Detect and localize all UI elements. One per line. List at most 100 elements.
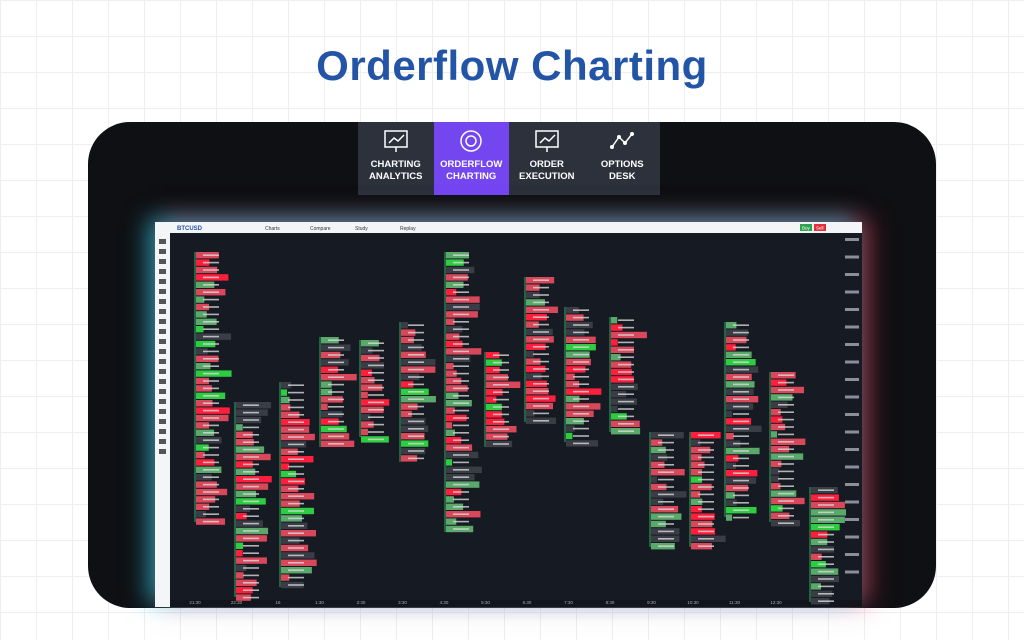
footprint-text <box>658 493 674 496</box>
tool-icon[interactable] <box>159 239 166 244</box>
price-axis <box>840 233 862 607</box>
footprint-text <box>493 369 509 371</box>
footprint-cell <box>691 498 703 505</box>
footprint-cell <box>236 550 243 557</box>
footprint-text <box>203 402 219 404</box>
footprint-cell <box>726 433 734 440</box>
footprint-text <box>328 339 344 341</box>
footprint-text <box>658 478 674 481</box>
toolbar-item[interactable]: Study <box>355 226 368 232</box>
tool-icon[interactable] <box>159 329 166 334</box>
sell-button[interactable] <box>814 224 826 231</box>
footprint-text <box>733 457 749 460</box>
footprint-text <box>368 416 384 418</box>
footprint-cell <box>691 506 702 513</box>
tool-icon[interactable] <box>159 429 166 434</box>
tool-icon[interactable] <box>159 349 166 354</box>
toolbar-item[interactable]: Compare <box>310 226 331 232</box>
tool-icon[interactable] <box>159 259 166 264</box>
footprint-text <box>203 439 219 441</box>
footprint-text <box>408 442 424 445</box>
footprint-text <box>658 456 674 459</box>
footprint-text <box>203 284 219 286</box>
footprint-text <box>733 479 749 482</box>
footprint-text <box>368 386 384 389</box>
footprint-text <box>533 316 549 318</box>
tool-icon[interactable] <box>159 399 166 404</box>
footprint-text <box>243 515 259 517</box>
footprint-text <box>408 324 424 326</box>
footprint-text <box>778 522 794 524</box>
footprint-text <box>453 439 469 441</box>
footprint-cell <box>771 483 781 490</box>
footprint-text <box>288 406 304 409</box>
footprint-text <box>573 442 589 445</box>
footprint-text <box>203 513 219 515</box>
tool-icon[interactable] <box>159 309 166 314</box>
tool-icon[interactable] <box>159 339 166 344</box>
footprint-text <box>733 420 749 423</box>
footprint-text <box>818 578 834 580</box>
tool-icon[interactable] <box>159 299 166 304</box>
tab[interactable]: ORDER EXECUTION <box>509 122 585 195</box>
footprint-cell <box>196 503 210 510</box>
footprint-cell <box>771 431 778 438</box>
footprint-text <box>778 515 794 517</box>
footprint-cell <box>691 469 702 476</box>
footprint-text <box>328 346 344 349</box>
footprint-text <box>493 391 509 393</box>
footprint-text <box>453 402 469 404</box>
footprint-text <box>618 393 634 395</box>
footprint-cell <box>611 317 618 324</box>
footprint-cell <box>361 421 374 428</box>
footprint-text <box>288 510 304 512</box>
footprint-text <box>533 286 549 289</box>
footprint-text <box>818 533 834 536</box>
footprint-cell <box>771 416 783 423</box>
footprint-text <box>493 376 509 379</box>
tool-icon[interactable] <box>159 369 166 374</box>
footprint-text <box>573 405 589 408</box>
tool-icon[interactable] <box>159 389 166 394</box>
tool-icon[interactable] <box>159 439 166 444</box>
footprint-text <box>698 530 714 533</box>
footprint-text <box>453 321 469 323</box>
footprint-text <box>733 450 749 452</box>
footprint-cell <box>236 505 250 512</box>
footprint-text <box>618 319 634 321</box>
tool-icon[interactable] <box>159 249 166 254</box>
tab[interactable]: CHARTING ANALYTICS <box>358 122 434 195</box>
footprint-cell <box>281 396 290 404</box>
footprint-text <box>288 384 304 386</box>
footprint-text <box>203 409 219 412</box>
toolbar-item[interactable]: Replay <box>400 226 416 232</box>
footprint-text <box>618 400 634 403</box>
tool-icon[interactable] <box>159 419 166 424</box>
footprint-text <box>778 381 794 384</box>
footprint-text <box>203 461 219 464</box>
tab[interactable]: OPTIONS DESK <box>585 122 661 195</box>
footprint-cell <box>691 454 702 461</box>
tool-icon[interactable] <box>159 379 166 384</box>
footprint-text <box>658 530 674 533</box>
footprint-text <box>533 397 549 400</box>
tool-icon[interactable] <box>159 359 166 364</box>
toolbar-item[interactable]: Charts <box>265 226 280 232</box>
footprint-cell <box>651 461 665 468</box>
footprint-text <box>493 406 509 408</box>
footprint-cell <box>236 542 244 549</box>
footprint-text <box>328 443 344 445</box>
footprint-text <box>493 354 509 356</box>
tool-icon[interactable] <box>159 289 166 294</box>
buy-button[interactable] <box>800 224 812 231</box>
tool-icon[interactable] <box>159 449 166 454</box>
tool-icon[interactable] <box>159 409 166 414</box>
footprint-text <box>698 441 714 444</box>
tool-icon[interactable] <box>159 279 166 284</box>
tool-icon[interactable] <box>159 269 166 274</box>
footprint-cell <box>236 564 247 572</box>
footprint-text <box>288 488 304 490</box>
tool-icon[interactable] <box>159 319 166 324</box>
tab[interactable]: ORDERFLOW CHARTING <box>433 122 509 195</box>
footprint-text <box>453 498 469 501</box>
